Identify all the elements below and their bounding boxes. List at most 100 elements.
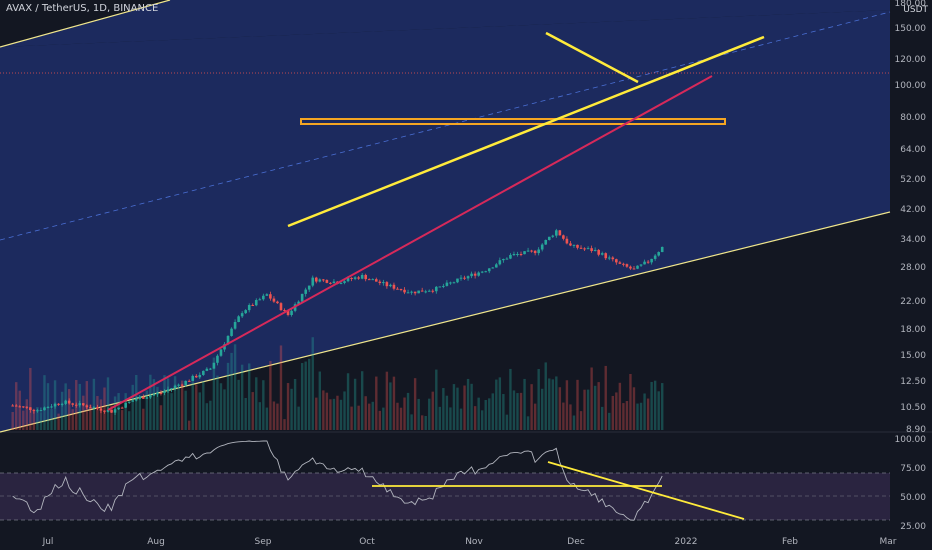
volume-bar (509, 368, 512, 430)
candle-body (495, 264, 498, 268)
candle-body (590, 248, 593, 251)
volume-bar (103, 387, 106, 430)
volume-bar (293, 378, 297, 430)
candle-body (431, 290, 435, 292)
candle-body (106, 409, 110, 412)
price-axis[interactable]: 180.00 150.00 120.00 100.00 80.00 64.00 52.00 4… (895, 0, 927, 435)
volume-bar (399, 407, 403, 430)
volume-bar (378, 410, 382, 430)
candle-body (600, 253, 604, 255)
price-tick-label: 64.00 (900, 145, 926, 155)
volume-bar (396, 402, 399, 430)
candle-body (286, 310, 290, 315)
volume-bar (392, 376, 396, 430)
trendline-yellow-support[interactable] (287, 35, 765, 228)
volume-bar (212, 357, 216, 430)
volume-bar (233, 344, 237, 430)
price-tick-label: 18.00 (900, 325, 926, 335)
support-zone[interactable] (300, 118, 726, 125)
volume-bar (251, 392, 254, 430)
volume-bar (346, 373, 350, 430)
volume-bar (438, 406, 442, 430)
candle-body (576, 244, 579, 248)
candle-body (646, 261, 650, 263)
candle-body (142, 396, 145, 399)
volume-bar (473, 406, 477, 430)
volume-bar (156, 386, 159, 430)
volume-bar (308, 358, 311, 430)
candle-body (265, 294, 269, 296)
volume-bar (650, 381, 653, 430)
candle-body (604, 253, 608, 259)
candle-body (657, 252, 660, 256)
price-tick-label: 34.00 (900, 235, 926, 245)
candle-body (339, 282, 343, 284)
volume-bar (315, 397, 318, 430)
rsi-tick-label: 100.00 (895, 435, 927, 445)
volume-bar (491, 393, 494, 430)
candle-body (565, 238, 569, 244)
candle-body (544, 239, 548, 245)
price-tick-label: 22.00 (900, 297, 926, 307)
candle-body (156, 392, 159, 395)
candle-body (39, 410, 43, 412)
volume-bar (604, 365, 607, 430)
volume-bar (120, 410, 124, 430)
candle-body (569, 243, 572, 246)
trendline-red[interactable] (107, 75, 713, 411)
candle-body (555, 230, 558, 236)
channel-lower-line (0, 211, 891, 433)
candle-body (240, 313, 244, 317)
candle-body (547, 236, 551, 240)
volume-bar (495, 379, 498, 430)
candle-body (562, 235, 565, 239)
candle-body (622, 263, 625, 265)
volume-bar (332, 398, 336, 430)
candle-body (438, 286, 442, 288)
candle-body (145, 397, 149, 399)
volume-bar (413, 378, 417, 430)
channel-mid-line (0, 11, 891, 241)
volume-bar (219, 383, 223, 430)
rsi-trendline-descending[interactable] (547, 461, 745, 520)
volume-bar (135, 374, 138, 430)
price-tick-label: 150.00 (895, 24, 927, 34)
trendline-yellow-resistance[interactable] (545, 31, 639, 84)
time-axis[interactable]: Jul Aug Sep Oct Nov Dec 2022 Feb Mar (42, 537, 897, 547)
volume-bar (265, 407, 269, 430)
volume-bar (300, 363, 304, 430)
volume-bar (89, 404, 92, 430)
volume-bar (188, 420, 191, 430)
volume-bar (255, 377, 258, 430)
candle-body (237, 316, 240, 323)
time-tick-label: Dec (567, 537, 584, 547)
volume-bar (661, 383, 664, 430)
candle-body (533, 250, 537, 254)
volume-bar (195, 384, 198, 430)
time-tick-label: Jul (42, 537, 54, 547)
rsi-axis[interactable]: 100.00 75.00 50.00 25.00 (895, 435, 927, 532)
volume-bar (608, 412, 611, 430)
candle-body (226, 335, 230, 345)
volume-bar (64, 383, 67, 430)
candle-body (74, 404, 78, 406)
volume-bar (470, 383, 473, 430)
volume-bar (226, 362, 230, 430)
candle-body (367, 279, 371, 281)
volume-bar (223, 389, 226, 430)
volume-bar (629, 373, 632, 430)
volume-bar (622, 403, 625, 430)
candle-body (625, 264, 629, 267)
channel-upper-line (0, 0, 171, 48)
candle-body (272, 298, 276, 302)
volume-bar (67, 389, 71, 430)
candle-body (526, 250, 530, 252)
volume-bar (106, 377, 110, 430)
volume-bar (435, 369, 438, 430)
volume-bar (410, 414, 413, 430)
candle-body (170, 388, 173, 390)
volume-bar (279, 345, 283, 430)
volume-bar (375, 376, 378, 430)
candle-body (318, 279, 322, 282)
